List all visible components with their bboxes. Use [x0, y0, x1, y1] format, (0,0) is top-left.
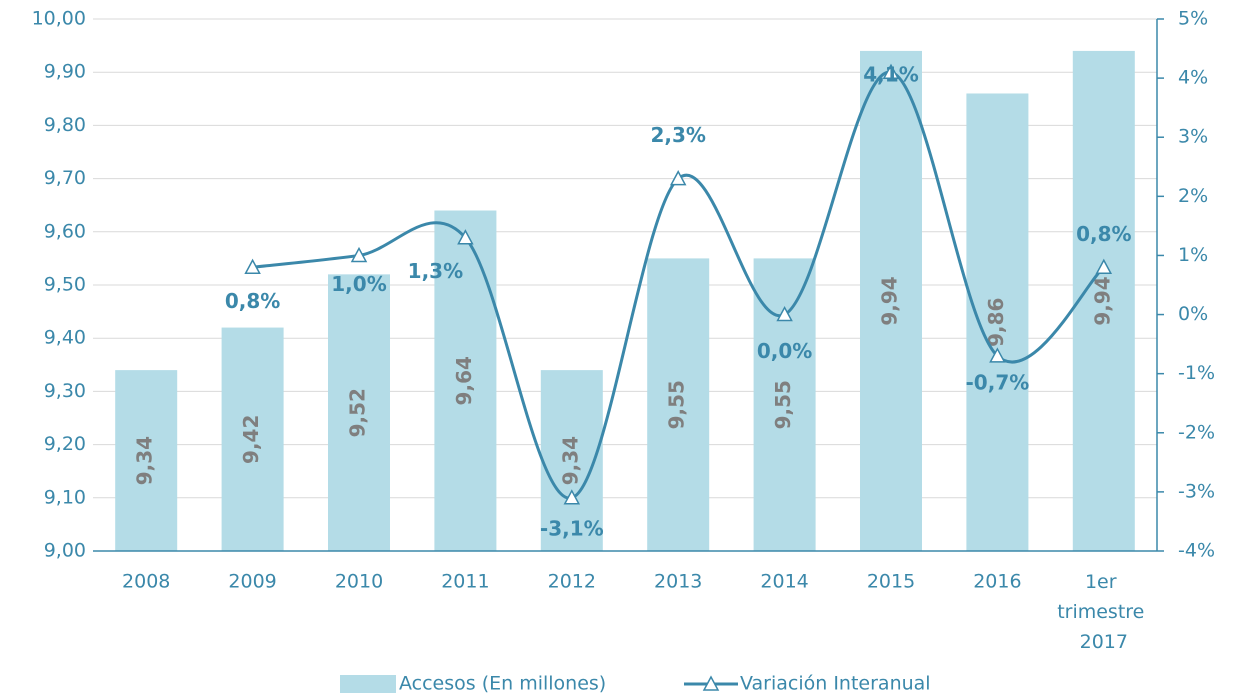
bar [1072, 50, 1135, 552]
line-marker [350, 246, 368, 263]
line-marker [244, 258, 261, 275]
bar-value-label: 9,94 [878, 276, 902, 325]
legend-swatch [340, 675, 396, 693]
y-tick-label: 9,40 [44, 327, 86, 349]
bar-value-label: 9,34 [133, 436, 157, 485]
legend-marker [702, 675, 720, 691]
x-tick-label: 2008 [122, 571, 170, 593]
y2-tick-label: 3% [1178, 126, 1208, 148]
y2-tick-label: 1% [1178, 244, 1208, 266]
line-value-label: -0,7% [966, 370, 1030, 394]
line-value-label: 0,8% [1076, 222, 1131, 246]
y2-tick-label: 5% [1178, 8, 1208, 30]
line-marker [882, 63, 900, 79]
x-tick-label: 2014 [760, 571, 808, 593]
line [252, 70, 1105, 500]
y-tick-label: 9,90 [44, 61, 86, 83]
y-tick-label: 9,30 [44, 380, 86, 402]
bar-value-label: 9,52 [346, 388, 370, 437]
legend-label: Variación Interanual [740, 673, 931, 695]
y-tick-label: 9,20 [44, 433, 86, 455]
y2-tick-label: -4% [1178, 540, 1215, 562]
line-value-label: 0,0% [757, 339, 812, 363]
bar [966, 93, 1029, 551]
line-marker [563, 489, 581, 505]
line-marker [989, 347, 1006, 363]
line-marker [1095, 258, 1113, 275]
bar [221, 327, 284, 551]
bar [328, 274, 390, 551]
bar-value-label: 9,94 [1090, 276, 1114, 325]
y-tick-label: 9,50 [44, 274, 86, 296]
x-tick-label: 2010 [335, 571, 383, 593]
x-tick-label: 2013 [654, 571, 702, 593]
y2-tick-label: -2% [1178, 421, 1215, 443]
y2-tick-label: 2% [1178, 185, 1208, 207]
bar [115, 370, 178, 551]
x-tick-label: 2012 [548, 571, 596, 593]
y-tick-label: 10,00 [32, 8, 86, 30]
bar-value-label: 9,42 [239, 415, 263, 464]
y2-tick-label: 0% [1178, 303, 1208, 325]
line-marker [776, 305, 793, 322]
line-value-label: 1,3% [408, 259, 463, 283]
line-value-label: 1,0% [331, 272, 386, 296]
x-tick-label: 2011 [441, 571, 489, 593]
line-value-label: 4,1% [863, 63, 918, 87]
bar-value-label: 9,64 [452, 356, 476, 405]
y2-tick-label: -1% [1178, 362, 1215, 384]
line-marker [669, 170, 687, 186]
bar-value-label: 9,34 [558, 436, 582, 485]
y2-tick-label: 4% [1178, 67, 1208, 89]
bar [860, 50, 922, 552]
x-tick-label: 2009 [228, 571, 276, 593]
legend-label: Accesos (En millones) [399, 673, 606, 695]
y-tick-label: 9,80 [44, 114, 86, 136]
x-tick-label: 1er trimestre 2017 [1057, 571, 1150, 653]
y2-tick-label: -3% [1178, 480, 1215, 502]
line-value-label: 0,8% [225, 289, 280, 313]
bar [434, 210, 497, 551]
x-tick-label: 2015 [867, 571, 915, 593]
y-tick-label: 9,00 [44, 540, 86, 562]
bar [540, 370, 603, 551]
bar-value-label: 9,55 [665, 380, 689, 429]
y-tick-label: 9,60 [44, 220, 86, 242]
y-tick-label: 9,10 [44, 486, 86, 508]
bar-value-label: 9,55 [771, 380, 795, 429]
bar-value-label: 9,86 [984, 298, 1008, 347]
line-value-label: 2,3% [650, 123, 705, 147]
line-marker [457, 229, 474, 245]
x-tick-label: 2016 [973, 571, 1021, 593]
line-value-label: -3,1% [540, 516, 604, 540]
y-tick-label: 9,70 [44, 167, 86, 189]
bar [647, 258, 710, 551]
